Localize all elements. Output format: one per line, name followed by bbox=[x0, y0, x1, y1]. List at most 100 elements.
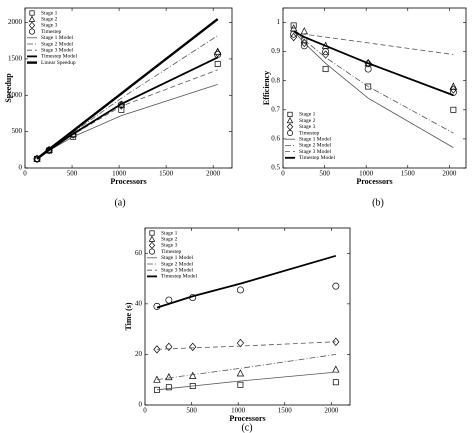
marker bbox=[33, 155, 41, 163]
marker bbox=[332, 337, 340, 346]
legend-label: Stage 1 bbox=[161, 230, 178, 236]
y-tick-label: 2000 bbox=[8, 18, 23, 26]
x-tick-label: 1500 bbox=[278, 407, 293, 415]
legend-marker bbox=[149, 248, 155, 255]
plot-frame bbox=[282, 7, 467, 169]
y-axis-label: Efficiency bbox=[262, 71, 271, 105]
x-tick-label: 0 bbox=[281, 170, 285, 178]
legend-label: Stage 3 Model bbox=[161, 267, 194, 273]
legend-label: Stage 2 bbox=[41, 16, 58, 22]
model-line bbox=[293, 30, 454, 134]
legend-marker bbox=[28, 21, 36, 30]
marker bbox=[153, 345, 161, 354]
model-line bbox=[36, 69, 218, 160]
legend-label: Stage 3 bbox=[161, 243, 178, 249]
legend-label: Stage 1 Model bbox=[161, 255, 194, 261]
marker bbox=[332, 282, 340, 290]
y-tick-label: 0.8 bbox=[271, 76, 280, 84]
legend-label: Stage 2 Model bbox=[299, 143, 332, 149]
x-tick-label: 0 bbox=[23, 170, 27, 178]
legend-marker bbox=[287, 130, 293, 136]
model-line bbox=[36, 56, 219, 160]
y-tick-label: 0.9 bbox=[271, 47, 280, 55]
y-tick-label: 0.5 bbox=[271, 164, 280, 172]
marker bbox=[364, 65, 372, 73]
legend-label: Stage 2 Model bbox=[41, 41, 74, 47]
marker bbox=[332, 379, 339, 386]
y-axis-label: Time (s) bbox=[124, 302, 133, 330]
x-tick-label: 500 bbox=[319, 170, 330, 178]
marker bbox=[165, 373, 173, 381]
marker bbox=[237, 381, 244, 388]
legend-label: Stage 3 Model bbox=[299, 149, 332, 155]
legend-marker bbox=[29, 10, 35, 16]
marker bbox=[365, 83, 372, 90]
marker bbox=[189, 371, 197, 379]
x-axis-label: Processors bbox=[229, 414, 265, 423]
y-tick-label: 40 bbox=[135, 299, 143, 307]
legend-marker bbox=[286, 116, 294, 124]
legend-label: Timestep bbox=[161, 249, 182, 255]
x-tick-label: 1000 bbox=[359, 170, 374, 178]
model-line bbox=[156, 371, 336, 391]
y-tick-label: 20 bbox=[135, 350, 143, 358]
y-tick-label: 0 bbox=[139, 401, 143, 409]
x-tick-label: 2000 bbox=[324, 407, 339, 415]
marker bbox=[290, 32, 298, 42]
legend-label: Stage 3 bbox=[299, 124, 316, 130]
legend-label: Stage 1 Model bbox=[41, 35, 74, 41]
legend-label: Linear Speedup bbox=[41, 60, 76, 66]
legend-marker bbox=[148, 235, 156, 242]
legend-label: Timestep Model bbox=[41, 54, 77, 60]
marker bbox=[236, 369, 245, 377]
marker bbox=[45, 146, 53, 154]
model-line bbox=[36, 35, 218, 160]
marker bbox=[322, 48, 330, 56]
legend-label: Stage 2 Model bbox=[161, 261, 194, 267]
caption: (a) bbox=[114, 197, 125, 208]
x-tick-label: 2000 bbox=[206, 170, 221, 178]
x-tick-label: 500 bbox=[67, 170, 78, 178]
marker bbox=[300, 27, 308, 35]
y-tick-label: 1000 bbox=[8, 91, 23, 99]
plot-frame bbox=[144, 227, 351, 406]
legend-label: Stage 3 bbox=[41, 23, 58, 29]
legend-label: Stage 3 Model bbox=[41, 47, 74, 53]
model-line bbox=[293, 30, 454, 97]
model-line bbox=[36, 83, 218, 160]
legend-marker bbox=[286, 123, 294, 131]
y-tick-label: 60 bbox=[135, 249, 143, 257]
y-tick-label: 500 bbox=[12, 127, 23, 135]
marker bbox=[165, 342, 173, 352]
marker bbox=[117, 101, 125, 109]
legend-label: Stage 2 bbox=[299, 118, 316, 124]
x-tick-label: 2000 bbox=[442, 170, 457, 178]
x-tick-label: 1000 bbox=[112, 170, 127, 178]
marker bbox=[322, 66, 329, 73]
legend-label: Timestep bbox=[299, 130, 320, 136]
legend-marker bbox=[287, 111, 293, 117]
x-tick-label: 1000 bbox=[231, 407, 246, 415]
y-tick-label: 0 bbox=[19, 164, 23, 172]
marker bbox=[236, 338, 244, 348]
y-tick-label: 1 bbox=[277, 18, 281, 26]
marker bbox=[322, 50, 330, 59]
model-line bbox=[293, 31, 454, 148]
marker bbox=[214, 61, 221, 67]
marker bbox=[449, 88, 457, 96]
legend-label: Stage 1 Model bbox=[299, 136, 332, 142]
legend-label: Timestep bbox=[41, 29, 62, 35]
plot-frame bbox=[24, 7, 233, 169]
legend-marker bbox=[149, 230, 155, 236]
marker bbox=[332, 365, 340, 373]
legend-label: Timestep Model bbox=[299, 155, 335, 161]
y-tick-label: 0.6 bbox=[271, 135, 280, 143]
marker bbox=[300, 42, 308, 50]
marker bbox=[165, 384, 172, 391]
legend-marker bbox=[29, 28, 35, 35]
model-line bbox=[293, 30, 454, 55]
model-line bbox=[156, 354, 336, 381]
x-tick-label: 500 bbox=[186, 407, 197, 415]
marker bbox=[449, 85, 457, 94]
